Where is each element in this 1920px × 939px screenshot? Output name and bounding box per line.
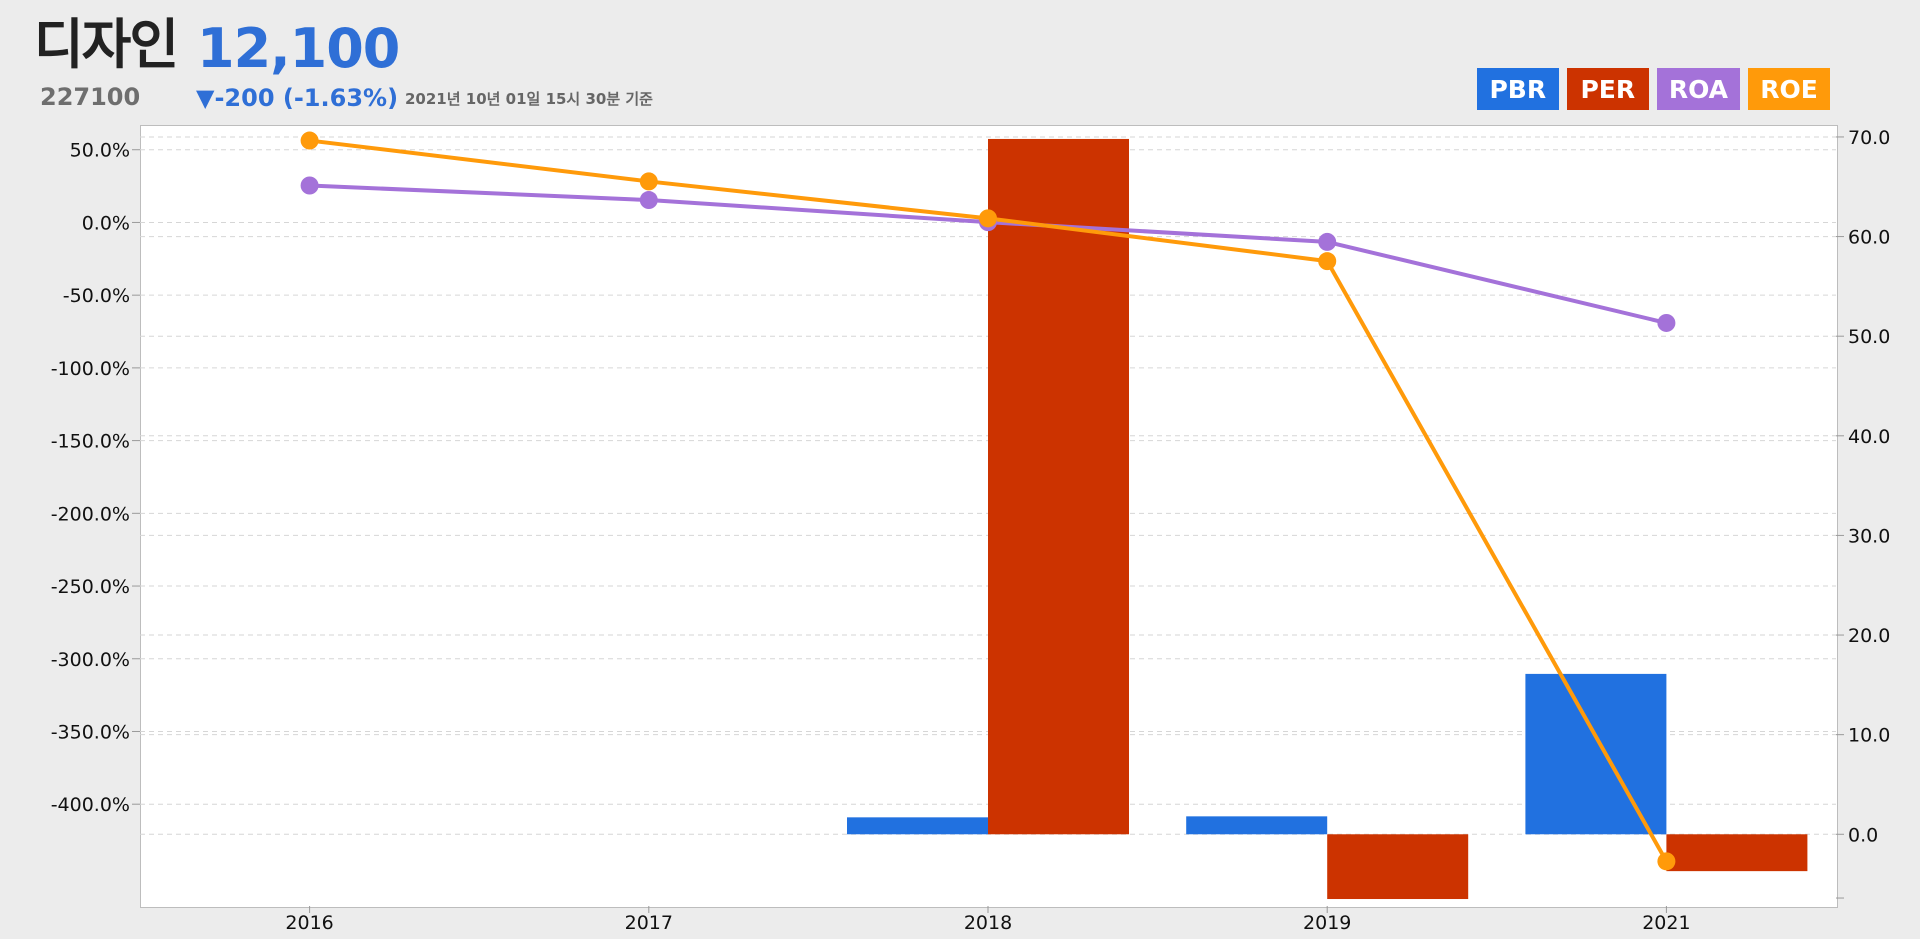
roa-point — [1657, 313, 1676, 332]
header: 디자인 12,100 227100 ▼-200 (-1.63%) 2021년 1… — [0, 0, 1920, 125]
left-axis-tick-label: 50.0% — [70, 140, 130, 162]
stock-code: 227100 — [40, 83, 141, 111]
left-axis-tick-label: -350.0% — [51, 721, 130, 743]
legend-roe[interactable]: ROE — [1748, 68, 1830, 110]
x-axis-tick-label: 2017 — [625, 912, 673, 934]
roe-point — [1657, 852, 1676, 871]
right-axis-tick-label: 70.0 — [1848, 127, 1890, 149]
x-axis-tick-label: 2019 — [1303, 912, 1351, 934]
per-bar — [1666, 834, 1808, 872]
left-axis-tick-label: 0.0% — [82, 212, 130, 234]
left-axis-tick-label: -50.0% — [63, 285, 130, 307]
stock-price: 12,100 — [197, 17, 400, 80]
right-axis-tick-label: 20.0 — [1848, 625, 1890, 647]
right-axis-tick-label: 40.0 — [1848, 426, 1890, 448]
left-axis-tick-label: -100.0% — [51, 358, 130, 380]
left-axis-tick-label: -400.0% — [51, 794, 130, 816]
roe-point — [639, 172, 658, 191]
left-axis-tick-label: -200.0% — [51, 503, 130, 525]
right-axis-tick-label: 30.0 — [1848, 525, 1890, 547]
company-name: 디자인 — [34, 13, 179, 76]
right-axis-tick-label: 0.0 — [1848, 824, 1878, 846]
legend-roa[interactable]: ROA — [1656, 68, 1740, 110]
pbr-bar — [1186, 816, 1328, 835]
right-axis-tick-label: 50.0 — [1848, 326, 1890, 348]
left-axis-tick-label: -250.0% — [51, 576, 130, 598]
per-bar — [1327, 834, 1469, 900]
roe-point — [1318, 252, 1337, 271]
x-axis-tick-label: 2021 — [1642, 912, 1690, 934]
roa-point — [300, 176, 319, 195]
price-change: ▼-200 (-1.63%) — [196, 84, 399, 112]
right-axis-tick-label: 10.0 — [1848, 725, 1890, 747]
roe-point — [979, 209, 997, 228]
right-axis-tick-label: 60.0 — [1848, 227, 1890, 249]
chart-legend: PBR PER ROA ROE — [1476, 68, 1830, 110]
as-of-timestamp: 2021년 10년 01일 15시 30분 기준 — [405, 90, 653, 108]
pbr-bar — [847, 817, 988, 835]
legend-pbr[interactable]: PBR — [1476, 68, 1559, 110]
x-axis-tick-label: 2016 — [285, 912, 333, 934]
roa-point — [1318, 232, 1337, 251]
roa-point — [639, 191, 658, 210]
left-axis-tick-label: -300.0% — [51, 649, 130, 671]
x-axis-tick-label: 2018 — [964, 912, 1012, 934]
pbr-bar — [1525, 673, 1667, 835]
roe-point — [300, 131, 319, 150]
left-axis-tick-label: -150.0% — [51, 431, 130, 453]
legend-per[interactable]: PER — [1566, 68, 1649, 110]
per-bar — [988, 138, 1129, 835]
